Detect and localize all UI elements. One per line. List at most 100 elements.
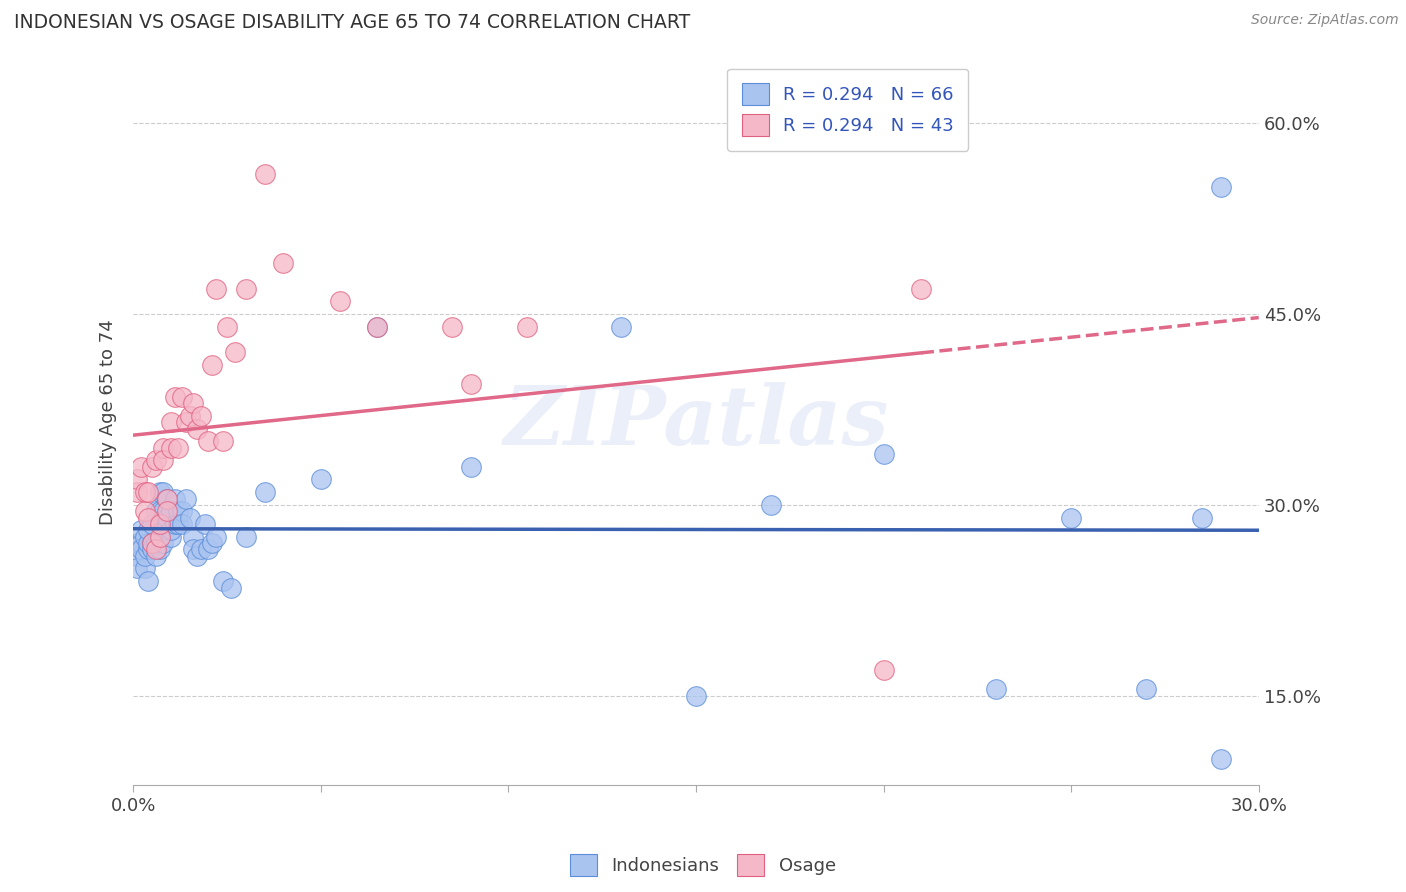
- Point: [145, 504, 167, 518]
- Point: [149, 485, 172, 500]
- Point: [174, 415, 197, 429]
- Point: [172, 516, 194, 531]
- Point: [253, 167, 276, 181]
- Point: [141, 459, 163, 474]
- Point: [197, 542, 219, 557]
- Point: [179, 409, 201, 423]
- Point: [160, 504, 183, 518]
- Point: [366, 319, 388, 334]
- Point: [205, 530, 228, 544]
- Legend: R = 0.294   N = 66, R = 0.294   N = 43: R = 0.294 N = 66, R = 0.294 N = 43: [727, 69, 969, 151]
- Point: [219, 581, 242, 595]
- Point: [910, 282, 932, 296]
- Point: [163, 390, 186, 404]
- Point: [134, 504, 156, 518]
- Point: [125, 561, 148, 575]
- Point: [759, 498, 782, 512]
- Point: [134, 561, 156, 575]
- Point: [172, 390, 194, 404]
- Point: [160, 524, 183, 538]
- Point: [149, 504, 172, 518]
- Point: [129, 542, 152, 557]
- Point: [167, 504, 190, 518]
- Point: [174, 491, 197, 506]
- Point: [149, 516, 172, 531]
- Point: [156, 510, 179, 524]
- Point: [167, 516, 190, 531]
- Point: [160, 530, 183, 544]
- Point: [212, 434, 235, 449]
- Point: [152, 536, 174, 550]
- Point: [163, 491, 186, 506]
- Point: [309, 472, 332, 486]
- Point: [125, 472, 148, 486]
- Point: [217, 319, 239, 334]
- Point: [141, 542, 163, 557]
- Text: INDONESIAN VS OSAGE DISABILITY AGE 65 TO 74 CORRELATION CHART: INDONESIAN VS OSAGE DISABILITY AGE 65 TO…: [14, 13, 690, 32]
- Point: [141, 536, 163, 550]
- Point: [190, 542, 212, 557]
- Point: [235, 282, 257, 296]
- Point: [516, 319, 538, 334]
- Point: [125, 549, 148, 563]
- Point: [134, 530, 156, 544]
- Point: [138, 524, 160, 538]
- Point: [197, 434, 219, 449]
- Point: [156, 491, 179, 506]
- Point: [1211, 179, 1233, 194]
- Point: [190, 409, 212, 423]
- Point: [145, 549, 167, 563]
- Point: [1135, 682, 1157, 697]
- Point: [134, 485, 156, 500]
- Point: [329, 294, 352, 309]
- Point: [138, 510, 160, 524]
- Text: Source: ZipAtlas.com: Source: ZipAtlas.com: [1251, 13, 1399, 28]
- Point: [145, 536, 167, 550]
- Point: [129, 459, 152, 474]
- Point: [145, 453, 167, 467]
- Point: [201, 358, 224, 372]
- Point: [235, 530, 257, 544]
- Point: [138, 574, 160, 589]
- Point: [141, 516, 163, 531]
- Point: [685, 689, 707, 703]
- Point: [149, 542, 172, 557]
- Point: [152, 453, 174, 467]
- Point: [134, 549, 156, 563]
- Point: [129, 524, 152, 538]
- Point: [152, 485, 174, 500]
- Point: [610, 319, 633, 334]
- Point: [138, 485, 160, 500]
- Point: [1211, 752, 1233, 766]
- Point: [366, 319, 388, 334]
- Y-axis label: Disability Age 65 to 74: Disability Age 65 to 74: [100, 319, 117, 525]
- Point: [201, 536, 224, 550]
- Point: [152, 441, 174, 455]
- Point: [460, 377, 482, 392]
- Point: [205, 282, 228, 296]
- Point: [273, 256, 295, 270]
- Point: [984, 682, 1007, 697]
- Point: [172, 504, 194, 518]
- Point: [183, 542, 205, 557]
- Point: [186, 549, 208, 563]
- Point: [141, 536, 163, 550]
- Point: [125, 536, 148, 550]
- Point: [160, 415, 183, 429]
- Point: [183, 396, 205, 410]
- Point: [149, 530, 172, 544]
- Point: [186, 421, 208, 435]
- Point: [183, 530, 205, 544]
- Point: [441, 319, 464, 334]
- Point: [872, 663, 894, 677]
- Point: [156, 504, 179, 518]
- Point: [253, 485, 276, 500]
- Point: [125, 485, 148, 500]
- Point: [138, 542, 160, 557]
- Point: [1191, 510, 1213, 524]
- Point: [212, 574, 235, 589]
- Point: [145, 542, 167, 557]
- Point: [160, 441, 183, 455]
- Point: [149, 516, 172, 531]
- Point: [179, 510, 201, 524]
